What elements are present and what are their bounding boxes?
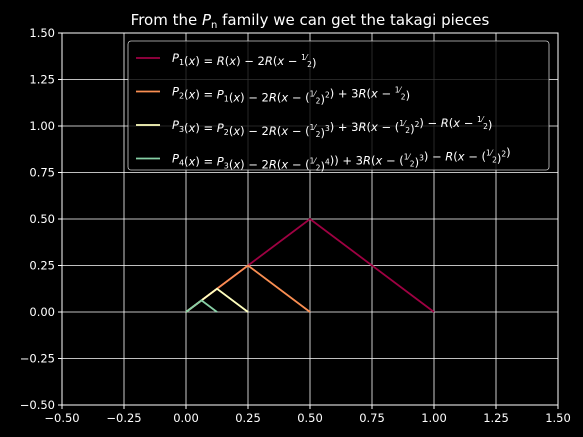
- y-tick-label: 1.50: [29, 26, 55, 40]
- series-lines: [185, 217, 435, 313]
- x-tick-label: 0.50: [297, 411, 323, 425]
- x-tick-label: 0.25: [235, 411, 261, 425]
- y-tick-label: 0.25: [29, 259, 55, 273]
- legend: P1(x) = R(x) − 2R(x − 1⁄2) P2(x) = P1(x) …: [127, 40, 550, 174]
- legend-label-p3: P3(x) = P2(x) − 2R(x − (1⁄2)3) + 3R(x − …: [172, 115, 492, 140]
- x-tick-label: 0.00: [173, 411, 199, 425]
- y-tick-label: 1.00: [29, 119, 55, 133]
- legend-box: [127, 40, 550, 171]
- x-tick-label: −0.25: [106, 411, 141, 425]
- y-tick-label: 0.00: [29, 305, 55, 319]
- x-tick-label: 1.50: [545, 411, 571, 425]
- y-tick-label: −0.50: [20, 398, 55, 412]
- x-tick-label: −0.50: [44, 411, 79, 425]
- legend-label-p1: P1(x) = R(x) − 2R(x − 1⁄2): [172, 51, 316, 70]
- y-tick-label: 1.25: [29, 73, 55, 87]
- y-tick-label: −0.25: [20, 352, 55, 366]
- series-line-p4: [185, 299, 218, 313]
- legend-label-p2: P2(x) = P1(x) − 2R(x − (1⁄2)2) + 3R(x − …: [172, 85, 410, 107]
- x-tick-label: 1.25: [483, 411, 509, 425]
- y-tick-label: 0.75: [29, 166, 55, 180]
- y-tick-label: 0.50: [29, 212, 55, 226]
- x-tick-label: 0.75: [359, 411, 385, 425]
- chart-title: From the Pn family we can get the takagi…: [131, 11, 490, 31]
- x-tick-label: 1.00: [421, 411, 447, 425]
- legend-label-p4: P4(x) = P3(x) − 2R(x − (1⁄2)4)) + 3R(x −…: [172, 146, 511, 174]
- axis-ticks: −0.50 −0.25 0.00 0.25 0.50 0.75 1.00 1.25 1.50 −0…: [20, 26, 571, 425]
